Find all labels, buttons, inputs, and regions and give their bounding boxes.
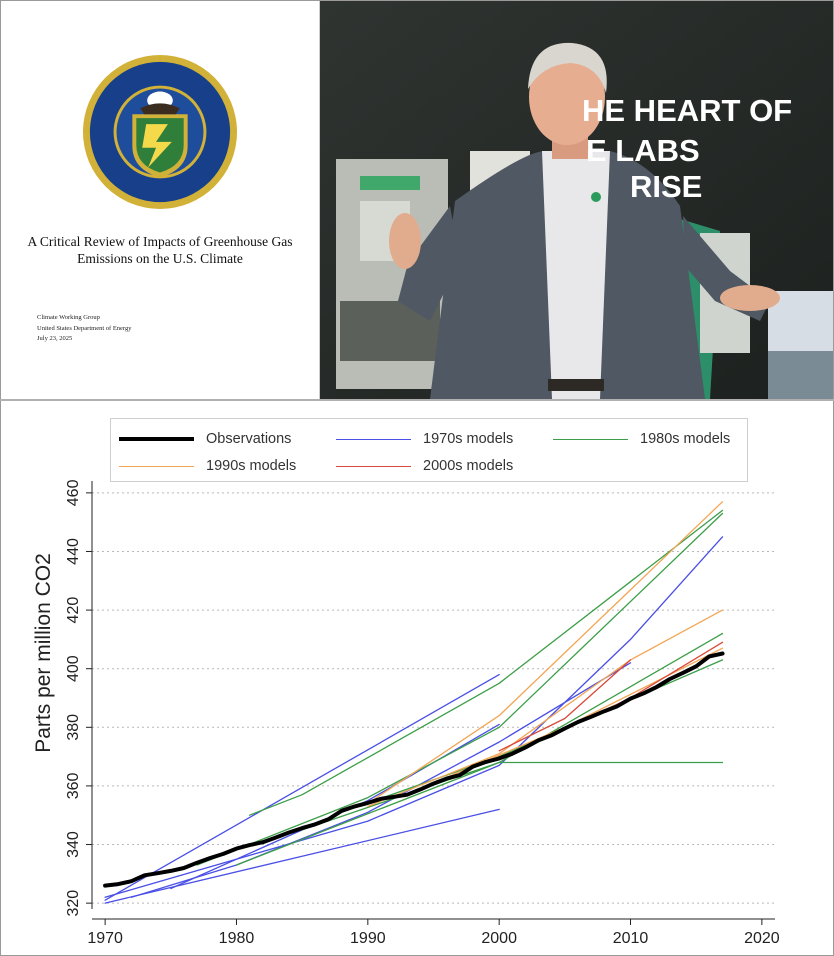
series-models_1970s [170,723,500,890]
y-tick-label: 440 [65,538,82,565]
chart-grid [92,492,775,904]
legend-label: Observations [206,431,292,447]
legend-item-2000s: 2000s models [336,456,513,476]
chart-axes: 320 340 360 380 400 420 440 460 1970 1980 1990 2000… [65,479,780,947]
series-models_1980s [301,632,724,831]
series-models_1970s [130,662,632,898]
co2-chart: 320 340 360 380 400 420 440 460 1970 1980 1990 2000… [32,479,780,947]
legend-label: 1970s models [423,431,514,447]
report-agency: United States Department of Energy [37,324,132,332]
y-tick-label: 340 [65,831,82,858]
report-author: Climate Working Group [37,314,100,321]
series-models_1980s [196,512,724,866]
backdrop-text-1: HE HEART OF [582,93,792,128]
series-observations [103,651,725,888]
chart-legend: Observations 1970s models 1980s models 1… [110,418,748,482]
series-models_1970s [104,536,724,898]
series-models_1990s [367,501,724,805]
legend-swatch [553,438,628,440]
y-tick-label: 420 [65,597,82,624]
legend-item-1980s: 1980s models [553,429,730,449]
chart-series [103,501,725,904]
x-tick-label: 2000 [481,930,517,947]
legend-swatch [336,438,411,440]
legend-item-1990s: 1990s models [119,456,296,476]
y-tick-label: 360 [65,772,82,799]
backdrop-text-2: E LABS [586,133,700,168]
series-models_1970s [104,808,500,904]
series-models_1970s [104,673,500,901]
backdrop-text-3: RISE [630,169,702,204]
legend-label: 1980s models [640,431,731,447]
y-tick-label: 400 [65,655,82,682]
legend-swatch [119,465,194,467]
y-tick-label: 320 [65,890,82,917]
speaker-photo-image: HE HEART OF E LABS RISE [320,1,833,399]
legend-item-1970s: 1970s models [336,429,513,449]
legend-item-observations: Observations [119,429,291,449]
x-tick-label: 1970 [87,930,123,947]
legend-label: 2000s models [423,458,514,474]
series-models_2000s [498,659,632,752]
series-models_1980s [248,509,724,816]
panel-divider [319,1,320,399]
report-cover: A Critical Review of Impacts of Greenhou… [1,1,319,399]
series-models_1990s [367,609,724,808]
report-title: A Critical Review of Impacts of Greenhou… [27,234,293,266]
y-tick-label: 380 [65,714,82,741]
legend-label: 1990s models [206,458,297,474]
x-tick-label: 2020 [744,930,780,947]
report-date: July 23, 2025 [37,335,73,342]
legend-swatch [119,437,194,441]
legend-swatch [336,465,411,467]
report-meta: Climate Working Group United States Depa… [37,313,131,345]
doe-seal-icon [82,54,238,210]
x-tick-label: 1990 [350,930,386,947]
x-tick-label: 1980 [219,930,255,947]
x-tick-label: 2010 [613,930,649,947]
speaker-photo: HE HEART OF E LABS RISE [320,1,833,399]
panel-divider-horizontal [0,399,834,401]
y-tick-label: 460 [65,479,82,506]
y-axis-label: Parts per million CO2 [32,553,55,753]
